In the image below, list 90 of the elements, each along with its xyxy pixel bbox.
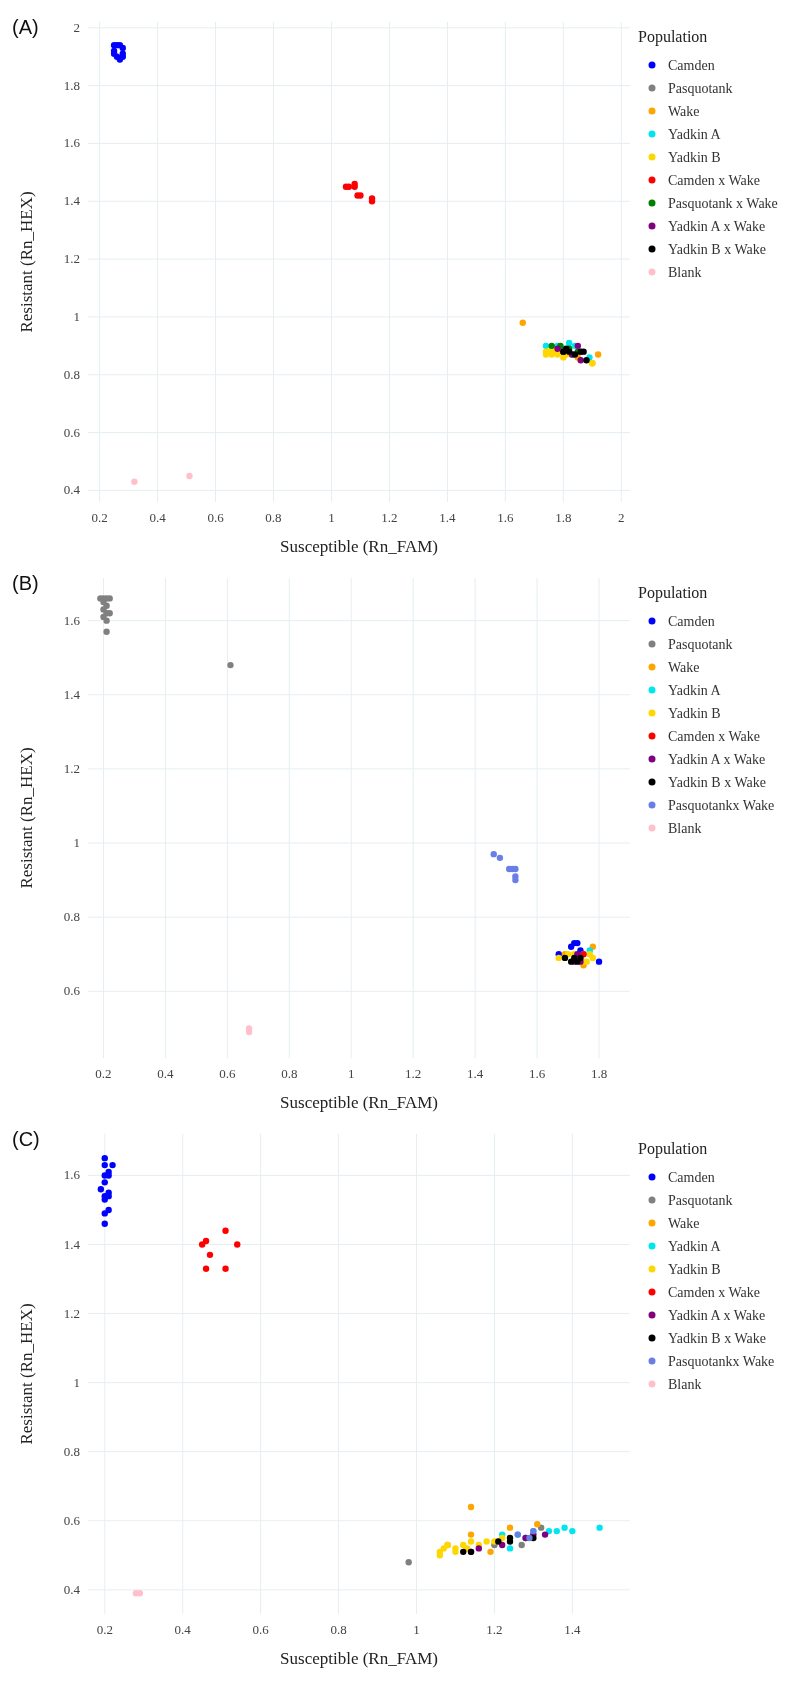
x-axis-title: Susceptible (Rn_FAM) [280,1649,438,1668]
legend-label: Pasquotank [668,81,733,96]
y-tick-label: 1.6 [63,1167,81,1183]
y-tick-label: 1.6 [63,135,81,151]
y-tick-label: 1 [73,308,80,324]
x-tick-label: 0.8 [330,1622,347,1637]
y-tick-label: 0.4 [63,482,81,498]
y-tick-label: 1.4 [63,193,81,209]
legend-label: Camden [668,614,715,629]
x-tick-label: 0.6 [207,510,225,525]
y-tick-label: 0.6 [63,1512,81,1528]
y-tick-label: 1.4 [63,686,81,702]
y-axis-title: Resistant (Rn_HEX) [17,191,36,333]
legend-label: Blank [668,1377,702,1392]
y-tick-label: 1.2 [63,251,80,267]
y-tick-label: 1.2 [63,760,80,776]
x-tick-label: 0.4 [157,1066,175,1081]
x-tick-label: 0.4 [174,1622,192,1637]
x-tick-label: 0.2 [96,1622,113,1637]
y-tick-label: 1.2 [63,1305,80,1321]
x-tick-label: 1.8 [590,1066,608,1081]
chart-title: (A) [12,16,39,38]
legend-label: Wake [668,1216,700,1231]
legend-label: Camden [668,58,715,73]
chart-title: (C) [12,1128,40,1150]
legend-label: Yadkin A x Wake [668,752,766,767]
legend-label: Yadkin B x Wake [668,242,766,257]
legend-label: Wake [668,104,700,119]
legend-label: Camden x Wake [668,729,760,744]
x-tick-label: 0.6 [219,1066,236,1081]
x-tick-label: 1.2 [381,510,398,525]
x-tick-label: 1 [328,510,335,525]
legend-label: Camden [668,1170,715,1185]
y-tick-label: 0.4 [63,1581,81,1597]
legend-label: Pasquotank x Wake [668,196,778,211]
x-tick-label: 0.2 [95,1066,112,1081]
y-axis-title: Resistant (Rn_HEX) [17,1303,36,1445]
x-tick-label: 0.2 [91,510,108,525]
y-tick-label: 0.8 [63,909,80,925]
legend-label: Yadkin B [668,706,721,721]
legend-label: Camden x Wake [668,1285,760,1300]
x-tick-label: 1.2 [405,1066,422,1081]
legend-label: Yadkin B [668,150,721,165]
legend-label: Yadkin B x Wake [668,1331,766,1346]
x-tick-label: 1.6 [528,1066,546,1081]
y-tick-label: 0.8 [63,366,80,382]
x-tick-label: 1.4 [467,1066,484,1081]
legend-label: Yadkin A x Wake [668,1308,766,1323]
chart-title: (B) [12,572,39,594]
legend-label: Yadkin A [668,683,722,698]
legend-label: Wake [668,660,700,675]
y-tick-label: 1.8 [63,77,80,93]
legend-label: Pasquotank [668,1193,733,1208]
y-tick-label: 1 [73,1374,80,1390]
x-tick-label: 1.8 [555,510,572,525]
y-tick-label: 0.6 [63,983,81,999]
y-axis-title: Resistant (Rn_HEX) [17,747,36,889]
x-tick-label: 1.6 [497,510,514,525]
x-tick-label: 1 [348,1066,355,1081]
x-tick-label: 0.6 [252,1622,270,1637]
legend-label: Yadkin A [668,127,722,142]
legend-label: Yadkin A [668,1239,722,1254]
x-axis-title: Susceptible (Rn_FAM) [280,537,438,556]
y-tick-label: 0.8 [63,1443,80,1459]
y-tick-label: 1.4 [63,1236,81,1252]
x-tick-label: 0.8 [281,1066,298,1081]
legend-label: Pasquotankx Wake [668,798,775,813]
y-tick-label: 0.6 [63,424,81,440]
legend-title: Population [638,1140,708,1158]
x-axis-title: Susceptible (Rn_FAM) [280,1093,438,1112]
x-tick-label: 2 [618,510,625,525]
y-tick-label: 1.6 [63,612,81,628]
x-tick-label: 1 [413,1622,420,1637]
x-tick-label: 1.4 [564,1622,581,1637]
legend-label: Pasquotankx Wake [668,1354,775,1369]
x-tick-label: 1.2 [486,1622,503,1637]
legend-title: Population [638,584,708,602]
legend-label: Pasquotank [668,637,733,652]
legend-label: Blank [668,821,702,836]
legend-label: Yadkin B x Wake [668,775,766,790]
legend-label: Yadkin B [668,1262,721,1277]
y-tick-label: 1 [73,835,80,851]
legend-title: Population [638,28,708,46]
x-tick-label: 0.4 [149,510,167,525]
legend-label: Blank [668,265,702,280]
y-tick-label: 2 [73,19,80,35]
legend-label: Camden x Wake [668,173,760,188]
x-tick-label: 1.4 [439,510,457,525]
x-tick-label: 0.8 [265,510,282,525]
legend-label: Yadkin A x Wake [668,219,766,234]
